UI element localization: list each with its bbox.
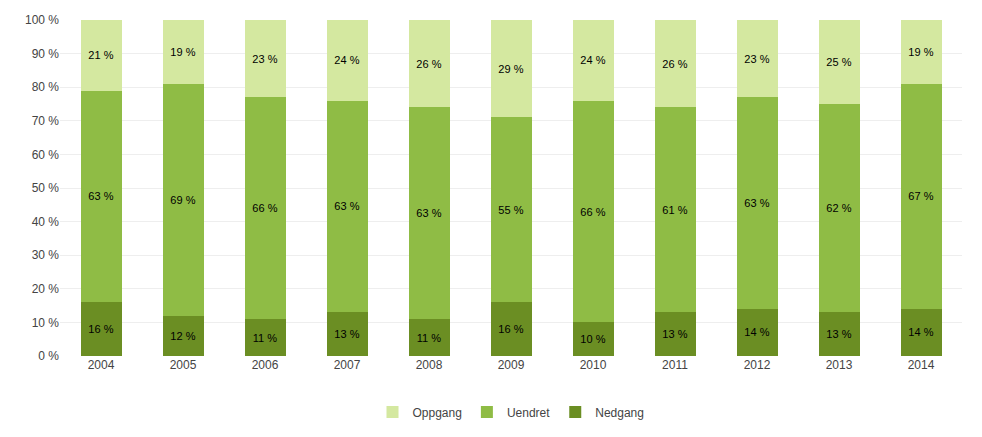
svg-text:60 %: 60 % xyxy=(32,148,60,162)
svg-text:40 %: 40 % xyxy=(32,215,60,229)
svg-text:100 %: 100 % xyxy=(25,13,59,27)
svg-text:26 %: 26 % xyxy=(662,58,687,70)
svg-text:10 %: 10 % xyxy=(580,333,605,345)
svg-text:24 %: 24 % xyxy=(334,54,359,66)
svg-text:23 %: 23 % xyxy=(252,53,277,65)
svg-text:67 %: 67 % xyxy=(908,190,933,202)
svg-text:66 %: 66 % xyxy=(252,202,277,214)
svg-text:2005: 2005 xyxy=(170,358,197,372)
svg-text:61 %: 61 % xyxy=(662,204,687,216)
svg-text:11 %: 11 % xyxy=(253,332,277,344)
svg-text:2007: 2007 xyxy=(334,358,361,372)
svg-text:14 %: 14 % xyxy=(744,326,769,338)
svg-text:63 %: 63 % xyxy=(334,200,359,212)
svg-text:26 %: 26 % xyxy=(416,58,441,70)
svg-text:30 %: 30 % xyxy=(32,248,60,262)
svg-text:2006: 2006 xyxy=(252,358,279,372)
svg-text:2004: 2004 xyxy=(88,358,115,372)
svg-text:11 %: 11 % xyxy=(417,332,441,344)
svg-text:16 %: 16 % xyxy=(88,323,113,335)
svg-text:2008: 2008 xyxy=(416,358,443,372)
svg-text:55 %: 55 % xyxy=(498,204,523,216)
svg-text:20 %: 20 % xyxy=(32,282,60,296)
svg-text:Nedgang: Nedgang xyxy=(595,406,644,420)
svg-text:24 %: 24 % xyxy=(580,54,605,66)
svg-text:19 %: 19 % xyxy=(170,46,195,58)
svg-text:13 %: 13 % xyxy=(662,328,687,340)
svg-text:63 %: 63 % xyxy=(88,190,113,202)
svg-text:14 %: 14 % xyxy=(908,326,933,338)
svg-text:2014: 2014 xyxy=(908,358,935,372)
svg-text:66 %: 66 % xyxy=(580,206,605,218)
svg-text:16 %: 16 % xyxy=(498,323,523,335)
svg-text:Oppgang: Oppgang xyxy=(413,406,462,420)
svg-text:90 %: 90 % xyxy=(32,47,60,61)
svg-text:12 %: 12 % xyxy=(170,330,195,342)
svg-text:25 %: 25 % xyxy=(826,56,851,68)
svg-text:70 %: 70 % xyxy=(32,114,60,128)
svg-text:21 %: 21 % xyxy=(88,49,113,61)
svg-text:0 %: 0 % xyxy=(38,349,59,363)
svg-text:29 %: 29 % xyxy=(498,63,523,75)
svg-text:63 %: 63 % xyxy=(416,207,441,219)
svg-text:19 %: 19 % xyxy=(908,46,933,58)
svg-text:13 %: 13 % xyxy=(334,328,359,340)
svg-text:2012: 2012 xyxy=(744,358,771,372)
svg-text:63 %: 63 % xyxy=(744,197,769,209)
svg-text:50 %: 50 % xyxy=(32,181,60,195)
svg-text:Uendret: Uendret xyxy=(507,406,550,420)
svg-text:13 %: 13 % xyxy=(826,328,851,340)
svg-text:80 %: 80 % xyxy=(32,80,60,94)
svg-text:2010: 2010 xyxy=(580,358,607,372)
svg-text:2011: 2011 xyxy=(662,358,688,372)
svg-text:2009: 2009 xyxy=(498,358,525,372)
svg-text:62 %: 62 % xyxy=(826,202,851,214)
svg-text:69 %: 69 % xyxy=(170,194,195,206)
svg-text:2013: 2013 xyxy=(826,358,853,372)
svg-text:10 %: 10 % xyxy=(32,316,60,330)
svg-text:23 %: 23 % xyxy=(744,53,769,65)
